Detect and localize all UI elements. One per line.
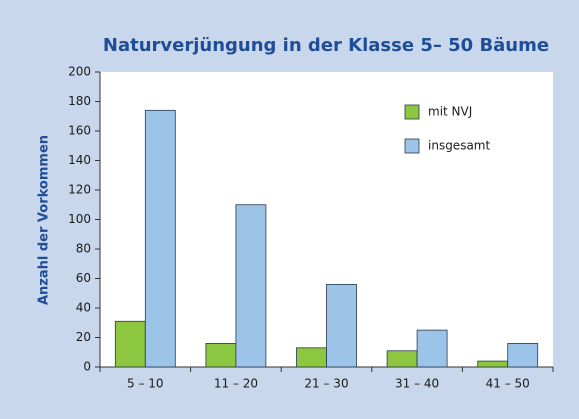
y-tick-label: 160 [68, 124, 91, 138]
x-tick-label: 5 – 10 [127, 377, 164, 391]
y-tick-label: 40 [76, 301, 91, 315]
x-tick-label: 11 – 20 [214, 377, 258, 391]
bar [326, 283, 357, 368]
bar [235, 204, 267, 368]
bar [386, 350, 418, 368]
chart-title: Naturverjüngung in der Klasse 5– 50 Bäum… [103, 35, 549, 56]
bar [205, 342, 237, 368]
y-tick-label: 180 [68, 94, 91, 108]
bar [296, 347, 327, 368]
legend-swatch [404, 138, 420, 154]
legend-label: insgesamt [428, 139, 490, 153]
bar [477, 360, 509, 368]
bar [507, 342, 539, 368]
x-tick-label: 31 – 40 [395, 377, 439, 391]
y-tick-label: 20 [76, 330, 91, 344]
y-tick-label: 140 [68, 153, 91, 167]
y-tick-label: 200 [68, 65, 91, 79]
y-tick-label: 100 [68, 212, 91, 226]
bar [114, 320, 146, 368]
y-axis-label: Anzahl der Vorkommen [37, 135, 52, 305]
bar [416, 329, 448, 368]
x-tick-label: 41 – 50 [486, 377, 530, 391]
legend-swatch [404, 104, 420, 120]
bar [144, 109, 176, 368]
y-tick-label: 80 [76, 242, 91, 256]
y-tick-label: 60 [76, 271, 91, 285]
y-tick-label: 120 [68, 183, 91, 197]
legend-label: mit NVJ [428, 105, 472, 119]
x-tick-label: 21 – 30 [304, 377, 348, 391]
y-tick-label: 0 [83, 360, 91, 374]
